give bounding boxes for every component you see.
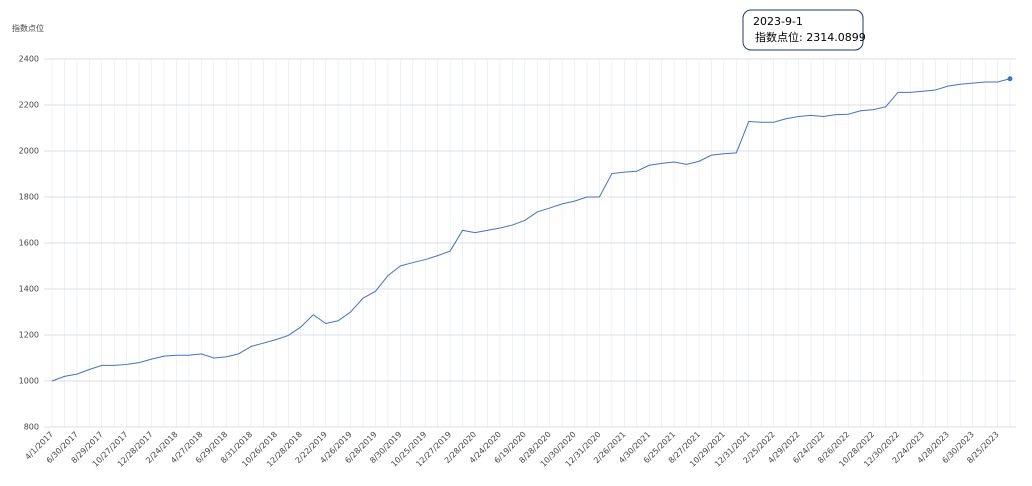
y-tick-label: 1000: [19, 377, 39, 386]
tooltip-title: 2023-9-1: [753, 15, 803, 28]
series-line: [51, 78, 1011, 382]
tooltip-box: [742, 9, 864, 51]
y-tick-label: 2200: [19, 101, 39, 110]
y-tick-label: 2400: [19, 55, 39, 64]
hover-marker: [1007, 76, 1013, 82]
y-tick-label: 800: [24, 423, 39, 432]
y-axis-label: 指数点位: [12, 23, 44, 33]
y-tick-label: 1600: [19, 239, 39, 248]
y-tick-label: 1800: [19, 193, 39, 202]
y-tick-label: 2000: [19, 147, 39, 156]
y-tick-label: 1400: [19, 285, 39, 294]
y-tick-label: 1200: [19, 331, 39, 340]
tooltip-text: 指数点位: 2314.0899: [755, 30, 866, 44]
